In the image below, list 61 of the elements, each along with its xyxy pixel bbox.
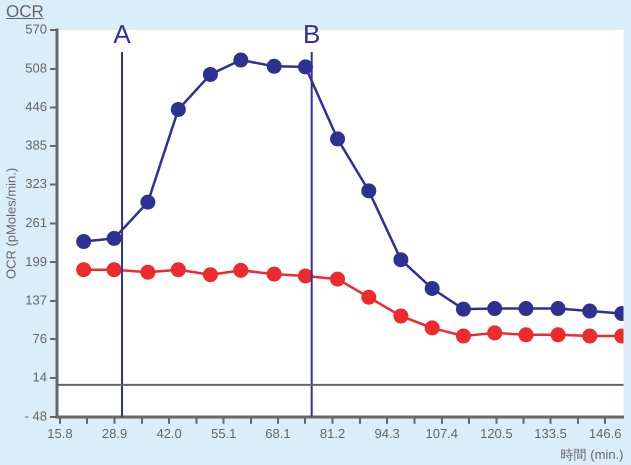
point xyxy=(393,252,408,268)
point xyxy=(202,66,218,82)
y-tick-label: - 48 xyxy=(24,408,47,424)
point xyxy=(393,308,408,324)
point xyxy=(550,327,566,342)
x-tick-label: 120.5 xyxy=(480,426,513,442)
y-tick-label: 323 xyxy=(25,176,47,192)
y-tick-label: 76 xyxy=(32,330,47,346)
point xyxy=(518,301,534,316)
point xyxy=(266,266,282,282)
point xyxy=(266,58,282,74)
y-tick-label: 508 xyxy=(25,60,47,76)
point xyxy=(518,327,534,342)
y-tick-label: 199 xyxy=(25,254,47,269)
point xyxy=(298,268,313,284)
point xyxy=(330,272,346,287)
y-tick-label: 137 xyxy=(25,292,47,308)
point xyxy=(233,262,248,278)
point xyxy=(424,320,440,336)
point xyxy=(140,264,156,280)
point xyxy=(456,328,471,344)
point xyxy=(170,102,186,117)
y-tick-label: 14 xyxy=(32,370,47,385)
point xyxy=(456,302,471,317)
ref-line-label: B xyxy=(303,19,320,50)
x-tick-label: 81.2 xyxy=(320,426,346,442)
point xyxy=(202,267,218,282)
point xyxy=(76,234,92,250)
x-tick-label: 94.3 xyxy=(374,426,400,442)
y-tick-label: 446 xyxy=(25,99,47,114)
point xyxy=(424,280,440,296)
point xyxy=(140,194,156,210)
point xyxy=(106,230,122,246)
point xyxy=(106,262,122,278)
ref-line-label: A xyxy=(113,19,132,50)
point xyxy=(582,328,598,344)
point xyxy=(550,301,566,316)
point xyxy=(76,262,92,278)
point xyxy=(361,183,376,198)
point xyxy=(361,290,376,305)
y-tick-label: 570 xyxy=(25,22,47,37)
x-axis-title: 時間 (min.) xyxy=(560,446,624,462)
point xyxy=(233,52,248,68)
point xyxy=(487,301,502,316)
y-axis-title: OCR (pMoles/min.) xyxy=(3,168,18,280)
point xyxy=(330,131,346,146)
x-tick-label: 68.1 xyxy=(265,426,291,442)
x-tick-label: 15.8 xyxy=(47,426,73,442)
x-tick-label: 28.9 xyxy=(102,426,128,442)
y-tick-label: 261 xyxy=(25,214,47,230)
chart-title: OCR xyxy=(6,2,44,22)
point xyxy=(298,59,313,74)
x-tick-label: 146.6 xyxy=(588,426,622,442)
point xyxy=(170,262,186,278)
y-tick-label: 385 xyxy=(25,137,47,152)
x-tick-label: 55.1 xyxy=(211,426,236,442)
point xyxy=(487,325,502,340)
x-tick-label: 107.4 xyxy=(425,426,458,442)
point xyxy=(582,304,598,319)
x-tick-label: 42.0 xyxy=(156,426,182,442)
x-tick-label: 133.5 xyxy=(534,426,567,442)
